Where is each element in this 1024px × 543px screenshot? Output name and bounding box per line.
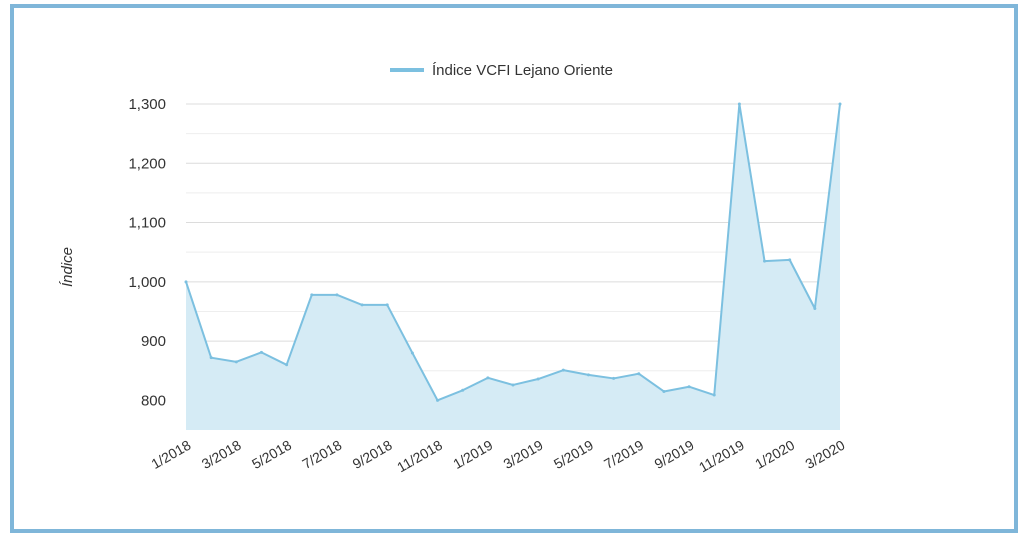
data-point-10/2019 — [712, 393, 716, 397]
data-point-11/2018 — [436, 398, 440, 402]
y-tick-label: 1,300 — [128, 96, 166, 113]
data-point-2/2019 — [511, 383, 515, 387]
data-point-1/2019 — [486, 376, 490, 380]
data-point-9/2018 — [385, 303, 389, 307]
area-layer — [184, 102, 842, 430]
x-tick-label: 1/2020 — [752, 437, 797, 472]
data-point-8/2019 — [662, 389, 666, 393]
data-point-12/2019 — [763, 259, 767, 263]
data-point-6/2018 — [310, 293, 314, 297]
chart-frame — [10, 4, 1018, 533]
x-tick-label: 9/2019 — [651, 437, 696, 472]
y-tick-label: 1,100 — [128, 215, 166, 232]
x-tick-label: 11/2018 — [394, 437, 445, 476]
data-point-5/2019 — [586, 373, 590, 377]
x-tick-label: 3/2019 — [501, 437, 546, 472]
data-point-7/2019 — [637, 372, 641, 376]
data-point-3/2020 — [838, 102, 842, 106]
data-point-2/2018 — [209, 356, 213, 360]
data-point-8/2018 — [360, 303, 364, 307]
x-tick-label: 7/2018 — [299, 437, 344, 472]
data-point-6/2019 — [612, 376, 616, 380]
data-point-4/2018 — [259, 350, 263, 354]
x-tick-label: 7/2019 — [601, 437, 646, 472]
y-tick-label: 1,200 — [128, 155, 166, 172]
series-area — [186, 104, 840, 430]
data-point-9/2019 — [687, 385, 691, 389]
x-tick-label: 1/2019 — [450, 437, 495, 472]
x-tick-label: 3/2020 — [802, 437, 847, 472]
data-point-1/2020 — [788, 258, 792, 262]
data-point-5/2018 — [285, 363, 289, 367]
data-point-1/2018 — [184, 280, 188, 284]
x-tick-label: 5/2019 — [551, 437, 596, 472]
x-tick-label: 1/2018 — [148, 437, 193, 472]
x-tick-label: 9/2018 — [350, 437, 395, 472]
y-tick-label: 900 — [141, 333, 166, 350]
data-point-2/2020 — [813, 306, 817, 310]
data-point-11/2019 — [737, 102, 741, 106]
data-point-3/2019 — [536, 377, 540, 381]
data-point-3/2018 — [234, 360, 238, 364]
y-axis-label: Índice — [59, 247, 76, 287]
data-point-12/2018 — [461, 388, 465, 392]
y-tick-label: 1,000 — [128, 274, 166, 291]
legend-label: Índice VCFI Lejano Oriente — [432, 62, 613, 79]
data-point-7/2018 — [335, 293, 339, 297]
x-tick-label: 3/2018 — [199, 437, 244, 472]
legend: Índice VCFI Lejano Oriente — [390, 62, 613, 79]
x-axis: 1/2018 3/2018 5/2018 7/2018 9/2018 11/2018 1/2… — [148, 437, 847, 476]
data-point-10/2018 — [410, 351, 414, 355]
x-tick-label: 11/2019 — [696, 437, 747, 476]
y-tick-label: 800 — [141, 392, 166, 409]
y-axis: 800 900 1,000 1,100 1,200 1,300 — [128, 96, 166, 409]
data-point-4/2019 — [561, 368, 565, 372]
x-tick-label: 5/2018 — [249, 437, 294, 472]
